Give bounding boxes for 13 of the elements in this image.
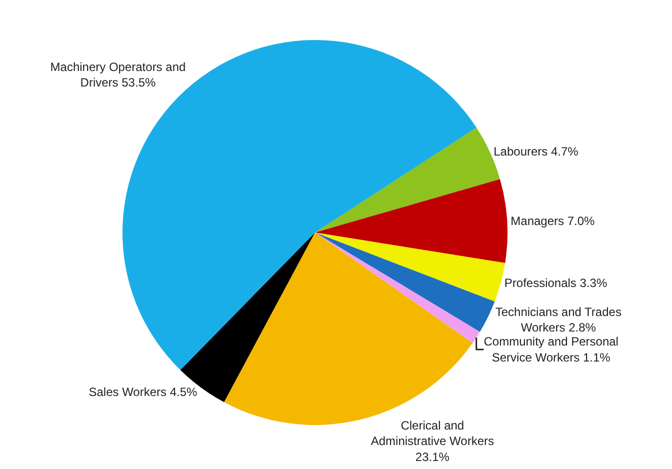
slice-label: Labourers 4.7% [494,144,579,158]
pie-slice [315,232,495,332]
pie-slice [315,232,480,344]
data-label: 23.1% [415,450,450,464]
slice-label: Professionals 3.3% [504,276,608,290]
slice-label: Machinery Operators and Drivers 53.5% [50,60,186,90]
slice-label: Managers 7.0% [510,214,596,228]
pie-slice [315,179,508,264]
slice-label: Community and Personal Service Workers 1.1% [484,334,618,364]
slice-label: Sales Workers 4.5% [88,385,198,400]
slice-label: Clerical and Administrative Workers [370,418,494,448]
slice-label: Technicians and Trades Workers 2.8% [495,305,622,335]
pie-slice [315,232,506,302]
